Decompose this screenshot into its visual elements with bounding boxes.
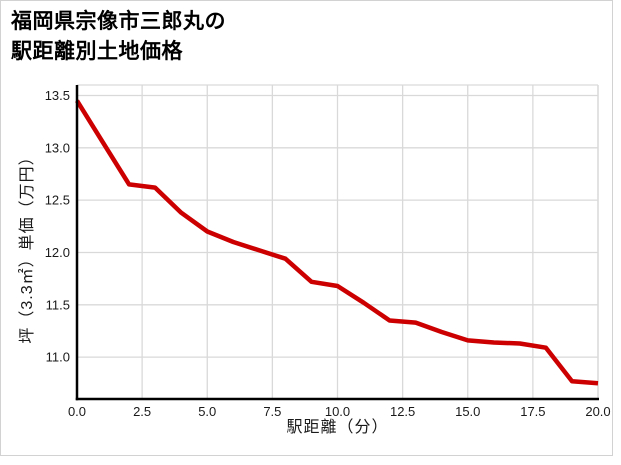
chart-card: 福岡県宗像市三郎丸の 駅距離別土地価格 11.0 11.5 12.0 12.5 13.0…: [0, 0, 613, 456]
x-tick-label: 5.0: [198, 404, 216, 419]
x-tick-label: 17.5: [520, 404, 545, 419]
price-line: [75, 99, 599, 386]
y-tick-label: 11.0: [46, 350, 70, 365]
x-tick-label: 15.0: [455, 404, 480, 419]
y-tick-label: 12.0: [45, 245, 70, 260]
y-tick-label: 13.5: [45, 88, 70, 103]
x-tick-label: 7.5: [263, 404, 281, 419]
x-tick-label: 0.0: [68, 404, 86, 419]
chart-title: 福岡県宗像市三郎丸の 駅距離別土地価格: [11, 7, 226, 67]
x-tick-label: 20.0: [585, 404, 610, 419]
x-tick-label: 12.5: [390, 404, 415, 419]
x-tick-label: 10.0: [325, 404, 350, 419]
y-tick-label: 11.5: [46, 297, 70, 312]
y-axis-label: 坪（3.3㎡）単価（万円）: [19, 148, 36, 344]
chart-title-line1: 福岡県宗像市三郎丸の: [11, 10, 226, 33]
y-tick-label: 12.5: [45, 193, 70, 208]
x-tick-label: 2.5: [133, 404, 151, 419]
y-tick-label: 13.0: [45, 140, 70, 155]
chart-title-line2: 駅距離別土地価格: [11, 40, 183, 63]
x-axis-label: 駅距離（分）: [286, 419, 389, 436]
